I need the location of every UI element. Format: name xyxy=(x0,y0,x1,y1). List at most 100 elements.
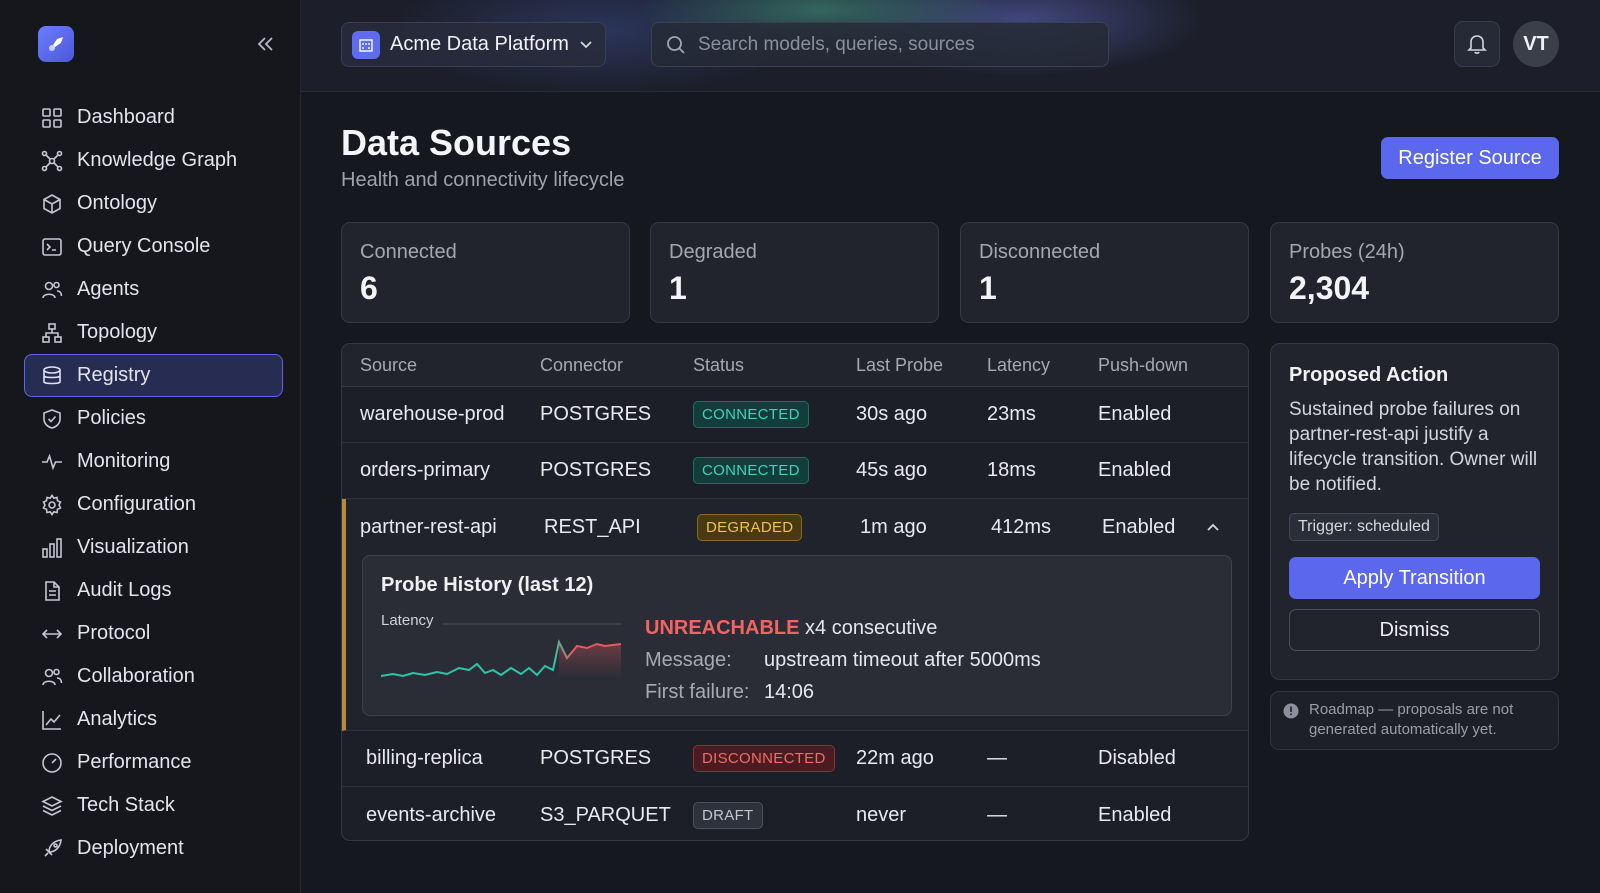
avatar[interactable]: VT xyxy=(1513,21,1559,67)
sidebar-item-label: Visualization xyxy=(77,536,189,558)
stat-label: Disconnected xyxy=(979,241,1101,263)
cell-last-probe: 30s ago xyxy=(856,403,928,425)
column-header-last-probe[interactable]: Last Probe xyxy=(856,354,944,375)
chevron-up-icon[interactable] xyxy=(1206,522,1220,532)
workspace-switcher[interactable]: Acme Data Platform xyxy=(341,22,606,67)
table-row[interactable]: partner-rest-api REST_API DEGRADED 1m ag… xyxy=(346,499,1248,555)
gauge-icon xyxy=(42,752,62,773)
cell-source: billing-replica xyxy=(366,747,483,769)
column-header-latency[interactable]: Latency xyxy=(987,354,1051,375)
table-row[interactable]: warehouse-prod POSTGRES CONNECTED 30s ag… xyxy=(342,387,1248,443)
register-source-button[interactable]: Register Source xyxy=(1381,137,1559,179)
line-chart-icon xyxy=(42,710,61,730)
sidebar-item-label: Agents xyxy=(77,278,140,300)
cell-source: partner-rest-api xyxy=(360,515,497,538)
table-row[interactable]: billing-replica POSTGRES DISCONNECTED 22… xyxy=(342,731,1248,787)
sidebar-item-protocol[interactable]: Protocol xyxy=(24,612,283,655)
column-header-connector[interactable]: Connector xyxy=(540,354,624,375)
sidebar-item-dashboard[interactable]: Dashboard xyxy=(24,96,283,139)
notifications-button[interactable] xyxy=(1454,21,1500,67)
shield-icon xyxy=(43,408,61,429)
status-badge: CONNECTED xyxy=(693,401,809,428)
column-header-pushdown[interactable]: Push-down xyxy=(1098,354,1189,375)
cell-latency: 18ms xyxy=(987,459,1036,481)
sidebar-item-performance[interactable]: Performance xyxy=(24,741,283,784)
table-header: Source Connector Status Last Probe Laten… xyxy=(342,344,1248,387)
gear-icon xyxy=(42,493,62,516)
cell-pushdown: Enabled xyxy=(1098,459,1172,481)
sidebar-item-collaboration[interactable]: Collaboration xyxy=(24,655,283,698)
cell-last-probe: never xyxy=(856,803,907,826)
sidebar-item-label: Collaboration xyxy=(77,665,195,687)
stat-value: 1 xyxy=(979,270,997,306)
sidebar-item-topology[interactable]: Topology xyxy=(24,311,283,354)
first-failure-value: 14:06 xyxy=(764,681,815,703)
stat-label: Connected xyxy=(360,241,457,263)
latency-label: Latency xyxy=(381,612,434,629)
sidebar-item-configuration[interactable]: Configuration xyxy=(24,483,283,526)
stat-card-disconnected: Disconnected 1 xyxy=(960,222,1249,323)
status-badge: DRAFT xyxy=(693,801,763,829)
sidebar-item-deployment[interactable]: Deployment xyxy=(24,827,283,870)
sidebar-item-tech-stack[interactable]: Tech Stack xyxy=(24,784,283,827)
terminal-icon xyxy=(42,237,62,256)
proposed-action-title: Proposed Action xyxy=(1289,364,1449,386)
cell-source: warehouse-prod xyxy=(360,403,505,425)
info-icon xyxy=(1283,703,1299,719)
table-row[interactable]: orders-primary POSTGRES CONNECTED 45s ag… xyxy=(342,443,1248,499)
app-logo-icon[interactable] xyxy=(38,26,74,62)
grid-icon xyxy=(42,107,62,128)
sidebar-item-query-console[interactable]: Query Console xyxy=(24,225,283,268)
proposed-action-body: Sustained probe failures on partner-rest… xyxy=(1289,399,1538,495)
sidebar-item-ontology[interactable]: Ontology xyxy=(24,182,283,225)
error-count: x4 consecutive xyxy=(805,617,938,639)
sidebar-item-label: Audit Logs xyxy=(77,579,172,601)
sidebar-item-knowledge-graph[interactable]: Knowledge Graph xyxy=(24,139,283,182)
sidebar-item-label: Configuration xyxy=(77,493,196,515)
status-badge: DEGRADED xyxy=(697,513,803,541)
sidebar-nav: Dashboard Knowledge Graph Ontology Query… xyxy=(24,96,283,870)
stat-label: Probes (24h) xyxy=(1289,241,1405,263)
column-header-source[interactable]: Source xyxy=(360,354,418,375)
users-icon xyxy=(42,281,63,298)
dismiss-button[interactable]: Dismiss xyxy=(1289,609,1540,651)
stat-card-connected: Connected 6 xyxy=(341,222,630,323)
table-row[interactable]: events-archive S3_PARQUET DRAFT never — … xyxy=(342,787,1248,840)
stat-value: 1 xyxy=(669,270,687,306)
cell-pushdown: Enabled xyxy=(1102,515,1176,538)
search-box xyxy=(651,22,1109,67)
cell-pushdown: Enabled xyxy=(1098,803,1172,826)
cell-last-probe: 45s ago xyxy=(856,459,928,481)
sidebar-item-label: Policies xyxy=(77,407,146,429)
sidebar-item-label: Knowledge Graph xyxy=(77,149,238,171)
status-badge: DISCONNECTED xyxy=(693,745,835,772)
stat-card-probes: Probes (24h) 2,304 xyxy=(1270,222,1559,323)
sidebar-item-label: Registry xyxy=(77,364,151,386)
sidebar-item-policies[interactable]: Policies xyxy=(24,397,283,440)
search-input[interactable] xyxy=(698,33,1098,56)
error-code: UNREACHABLE xyxy=(645,617,800,639)
status-badge: CONNECTED xyxy=(693,457,809,484)
cell-pushdown: Enabled xyxy=(1098,403,1172,425)
sidebar-item-analytics[interactable]: Analytics xyxy=(24,698,283,741)
stat-value: 2,304 xyxy=(1289,270,1370,306)
first-failure-key: First failure: xyxy=(645,681,750,703)
apply-transition-button[interactable]: Apply Transition xyxy=(1289,557,1540,599)
sidebar-item-audit-logs[interactable]: Audit Logs xyxy=(24,569,283,612)
workspace-name: Acme Data Platform xyxy=(390,33,569,55)
database-icon xyxy=(43,365,61,384)
sidebar-item-label: Analytics xyxy=(77,708,158,730)
top-bar: Acme Data Platform VT xyxy=(301,0,1600,92)
stat-card-degraded: Degraded 1 xyxy=(650,222,939,323)
search-icon xyxy=(667,35,685,54)
sidebar-item-visualization[interactable]: Visualization xyxy=(24,526,283,569)
cell-connector: POSTGRES xyxy=(540,403,652,425)
collapse-sidebar-icon[interactable] xyxy=(252,32,278,56)
rocket-icon xyxy=(44,838,62,857)
sidebar-item-label: Topology xyxy=(77,321,158,343)
users-icon xyxy=(42,668,63,685)
sidebar-item-monitoring[interactable]: Monitoring xyxy=(24,440,283,483)
sidebar-item-registry[interactable]: Registry xyxy=(24,354,283,397)
sidebar-item-agents[interactable]: Agents xyxy=(24,268,283,311)
column-header-status[interactable]: Status xyxy=(693,354,745,375)
